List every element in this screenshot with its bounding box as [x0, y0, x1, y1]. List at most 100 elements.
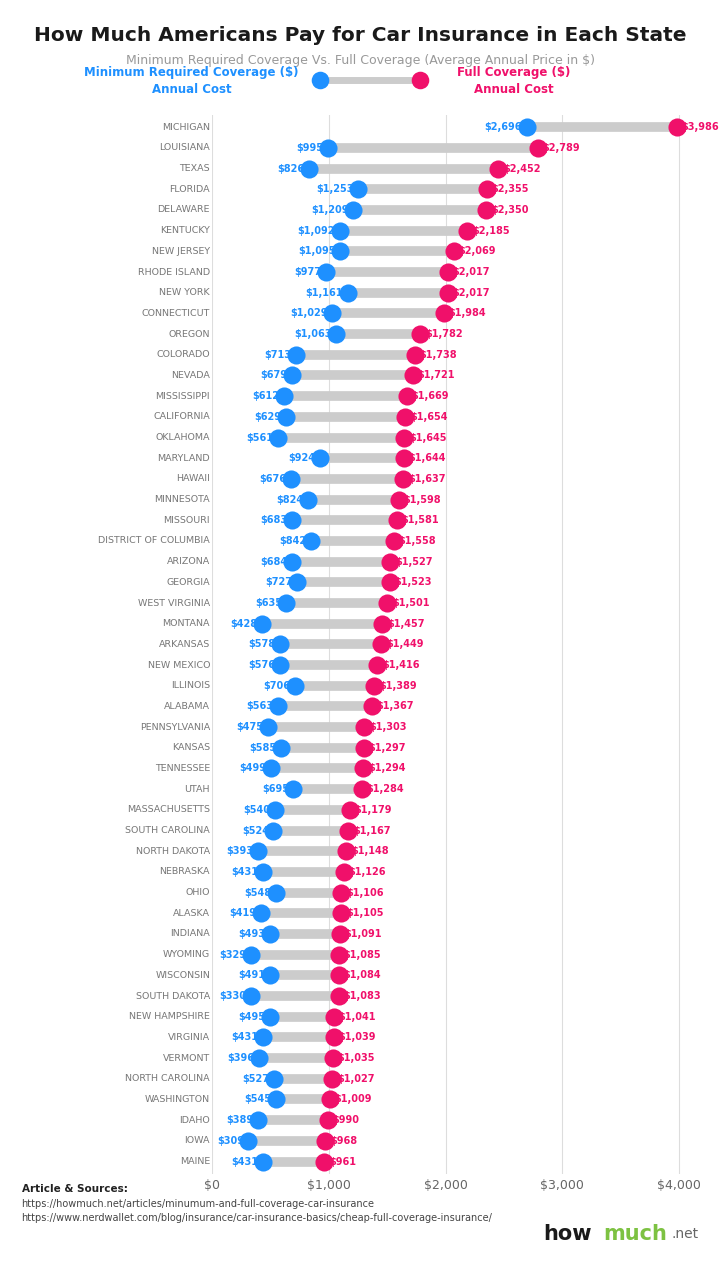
Text: $389: $389	[226, 1115, 253, 1125]
Point	[322, 1110, 333, 1131]
Point	[358, 738, 369, 758]
Text: WISCONSIN: WISCONSIN	[156, 971, 210, 980]
Text: PENNSYLVANIA: PENNSYLVANIA	[140, 722, 210, 731]
Text: $1,449: $1,449	[386, 639, 423, 649]
Text: $491: $491	[238, 970, 265, 980]
Text: $1,084: $1,084	[343, 970, 381, 980]
Text: .net: .net	[671, 1228, 698, 1240]
Text: $1,105: $1,105	[346, 909, 383, 919]
Point	[384, 551, 396, 572]
Point	[323, 138, 334, 158]
Text: $1,179: $1,179	[354, 805, 392, 815]
Point	[320, 262, 332, 282]
Point	[376, 634, 387, 655]
Point	[343, 820, 354, 841]
Point	[314, 70, 325, 91]
Text: $2,185: $2,185	[472, 226, 509, 236]
Text: $961: $961	[329, 1156, 356, 1166]
Text: OKLAHOMA: OKLAHOMA	[156, 433, 210, 441]
Text: $2,355: $2,355	[492, 184, 529, 194]
Point	[415, 70, 426, 91]
Text: $1,029: $1,029	[290, 309, 328, 319]
Point	[342, 282, 354, 302]
Point	[253, 841, 264, 861]
Text: $990: $990	[333, 1115, 359, 1125]
Text: $540: $540	[243, 805, 271, 815]
Point	[264, 1007, 276, 1027]
Text: $428: $428	[230, 619, 258, 629]
Text: MICHIGAN: MICHIGAN	[162, 122, 210, 131]
Text: $1,738: $1,738	[420, 350, 457, 360]
Point	[302, 490, 314, 510]
Point	[287, 551, 298, 572]
Text: NORTH CAROLINA: NORTH CAROLINA	[125, 1074, 210, 1083]
Text: ARIZONA: ARIZONA	[167, 558, 210, 567]
Text: $1,389: $1,389	[379, 681, 417, 690]
Text: $1,161: $1,161	[305, 287, 343, 297]
Text: $419: $419	[230, 909, 256, 919]
Text: $475: $475	[236, 722, 263, 732]
Text: $396: $396	[227, 1053, 254, 1063]
Text: $431: $431	[231, 1156, 258, 1166]
Point	[281, 593, 292, 614]
Point	[257, 1027, 269, 1048]
Text: $1,167: $1,167	[353, 826, 391, 836]
Point	[272, 427, 284, 448]
Point	[262, 717, 274, 738]
Point	[341, 841, 352, 861]
Text: MISSISSIPPI: MISSISSIPPI	[156, 392, 210, 401]
Text: $527: $527	[242, 1074, 269, 1083]
Text: $1,669: $1,669	[412, 392, 449, 401]
Point	[388, 531, 400, 551]
Point	[319, 1151, 330, 1171]
Text: $1,106: $1,106	[346, 888, 384, 897]
Text: $1,367: $1,367	[377, 702, 414, 712]
Point	[391, 510, 402, 531]
Text: DELAWARE: DELAWARE	[158, 205, 210, 214]
Point	[256, 903, 267, 924]
Point	[270, 1090, 282, 1110]
Text: $1,294: $1,294	[368, 763, 405, 773]
Text: $431: $431	[231, 1032, 258, 1042]
Text: RHODE ISLAND: RHODE ISLAND	[138, 268, 210, 277]
Text: LOUISIANA: LOUISIANA	[159, 143, 210, 152]
Point	[462, 221, 473, 241]
Text: $1,085: $1,085	[343, 949, 381, 960]
Point	[532, 138, 544, 158]
Text: $1,645: $1,645	[409, 433, 446, 443]
Text: $1,092: $1,092	[297, 226, 335, 236]
Point	[492, 158, 504, 179]
Point	[253, 1048, 264, 1068]
Point	[289, 345, 301, 365]
Text: $676: $676	[259, 473, 287, 484]
Point	[377, 614, 388, 634]
Point	[243, 1131, 254, 1151]
Point	[327, 304, 338, 324]
Text: $1,035: $1,035	[338, 1053, 375, 1063]
Text: how: how	[544, 1224, 592, 1244]
Text: $1,303: $1,303	[369, 722, 407, 732]
Point	[334, 924, 346, 944]
Text: Article & Sources:: Article & Sources:	[22, 1184, 127, 1194]
Text: $1,581: $1,581	[401, 516, 439, 526]
Text: $329: $329	[219, 949, 246, 960]
Text: TEXAS: TEXAS	[179, 165, 210, 174]
Text: IDAHO: IDAHO	[179, 1115, 210, 1124]
Text: $1,654: $1,654	[410, 412, 447, 422]
Text: $1,009: $1,009	[335, 1095, 372, 1105]
Text: WYOMING: WYOMING	[163, 951, 210, 960]
Point	[268, 1068, 279, 1088]
Point	[333, 944, 345, 965]
Point	[358, 758, 369, 778]
Text: $842: $842	[279, 536, 306, 546]
Point	[330, 324, 342, 345]
Text: $1,558: $1,558	[399, 536, 436, 546]
Text: ALASKA: ALASKA	[173, 909, 210, 917]
Point	[366, 697, 377, 717]
Point	[274, 634, 286, 655]
Point	[268, 820, 279, 841]
Text: How Much Americans Pay for Car Insurance in Each State: How Much Americans Pay for Car Insurance…	[34, 26, 686, 45]
Text: $330: $330	[219, 991, 246, 1002]
Text: $1,126: $1,126	[348, 866, 386, 877]
Text: NEW YORK: NEW YORK	[159, 288, 210, 297]
